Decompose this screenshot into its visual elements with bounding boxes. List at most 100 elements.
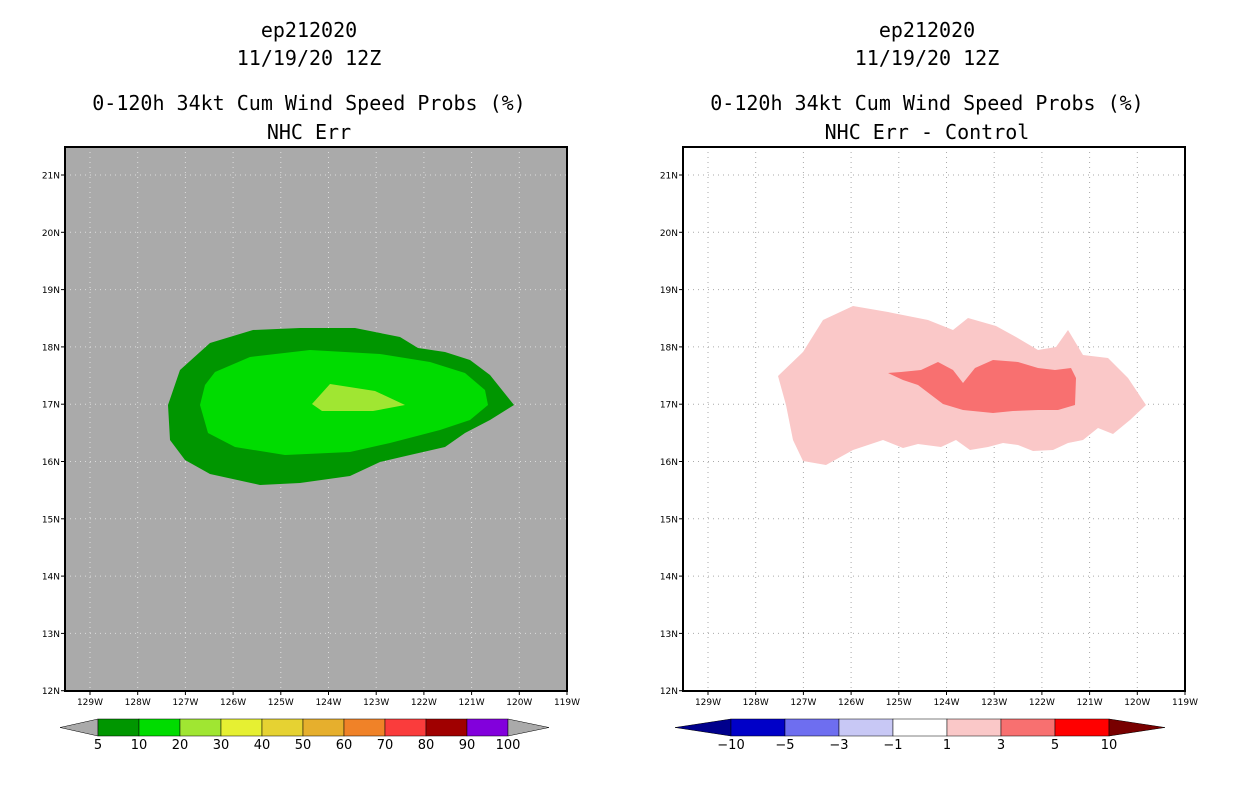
right-contour-3pct bbox=[888, 360, 1076, 413]
left-datetime: 11/19/20 12Z bbox=[236, 46, 382, 70]
left-longitude-labels: 129W 128W 127W 126W 125W 124W 123W 122W 121W 120W… bbox=[77, 698, 580, 708]
right-colorbar: −10 −5 −3 −1 1 3 5 10 bbox=[674, 718, 1166, 753]
lon-label: 123W bbox=[981, 698, 1007, 708]
left-contour-20pct bbox=[312, 384, 405, 411]
lat-label: 15N bbox=[660, 515, 678, 525]
colorbar-low-arrow bbox=[674, 718, 732, 737]
colorbar-swatch bbox=[466, 718, 509, 737]
colorbar-label: 60 bbox=[336, 738, 353, 753]
lat-label: 16N bbox=[660, 458, 678, 468]
lat-label: 14N bbox=[660, 573, 678, 583]
lat-label: 19N bbox=[660, 286, 678, 296]
colorbar-swatch bbox=[384, 718, 427, 737]
colorbar-swatch bbox=[1000, 718, 1056, 737]
lon-label: 120W bbox=[506, 698, 532, 708]
lat-label: 14N bbox=[42, 573, 60, 583]
lat-label: 15N bbox=[42, 515, 60, 525]
lat-label: 18N bbox=[660, 343, 678, 353]
colorbar-label: 5 bbox=[94, 738, 102, 753]
colorbar-swatch bbox=[1054, 718, 1110, 737]
colorbar-swatch bbox=[343, 718, 386, 737]
lon-label: 119W bbox=[554, 698, 580, 708]
lat-label: 13N bbox=[660, 630, 678, 640]
colorbar-label: 30 bbox=[213, 738, 230, 753]
right-product-title: 0-120h 34kt Cum Wind Speed Probs (%) bbox=[710, 91, 1144, 115]
colorbar-swatch bbox=[261, 718, 304, 737]
lat-label: 12N bbox=[42, 687, 60, 697]
left-map-frame bbox=[64, 146, 568, 692]
colorbar-label: 100 bbox=[496, 738, 521, 753]
lon-label: 126W bbox=[838, 698, 864, 708]
lon-label: 128W bbox=[125, 698, 151, 708]
lat-label: 16N bbox=[42, 458, 60, 468]
colorbar-swatch bbox=[179, 718, 222, 737]
colorbar-swatch bbox=[946, 718, 1002, 737]
lon-label: 125W bbox=[886, 698, 912, 708]
lon-label: 126W bbox=[220, 698, 246, 708]
lat-label: 20N bbox=[660, 229, 678, 239]
right-axis-ticks bbox=[679, 174, 1186, 695]
lon-label: 123W bbox=[363, 698, 389, 708]
colorbar-label: −10 bbox=[717, 738, 744, 753]
lat-label: 12N bbox=[660, 687, 678, 697]
colorbar-label: 40 bbox=[254, 738, 271, 753]
colorbar-high-arrow bbox=[1108, 718, 1166, 737]
lon-label: 124W bbox=[315, 698, 341, 708]
colorbar-label: 1 bbox=[943, 738, 951, 753]
colorbar-swatch bbox=[425, 718, 468, 737]
lon-label: 122W bbox=[411, 698, 437, 708]
colorbar-label: 10 bbox=[1101, 738, 1118, 753]
colorbar-label: 80 bbox=[418, 738, 435, 753]
right-map-frame bbox=[682, 146, 1186, 692]
lon-label: 125W bbox=[268, 698, 294, 708]
lon-label: 127W bbox=[790, 698, 816, 708]
left-product-title: 0-120h 34kt Cum Wind Speed Probs (%) bbox=[92, 91, 526, 115]
right-longitude-labels: 129W 128W 127W 126W 125W 124W 123W 122W 121W 120W… bbox=[695, 698, 1198, 708]
lat-label: 17N bbox=[42, 401, 60, 411]
lon-label: 129W bbox=[77, 698, 103, 708]
right-latitude-labels: 21N 20N 19N 18N 17N 16N 15N 14N 13N 12N bbox=[660, 172, 678, 698]
lat-label: 20N bbox=[42, 229, 60, 239]
colorbar-swatch bbox=[302, 718, 345, 737]
lat-label: 17N bbox=[660, 401, 678, 411]
lat-label: 21N bbox=[660, 172, 678, 182]
colorbar-swatch bbox=[784, 718, 840, 737]
left-axis-ticks bbox=[61, 174, 568, 695]
lon-label: 129W bbox=[695, 698, 721, 708]
lon-label: 119W bbox=[1172, 698, 1198, 708]
colorbar-swatch bbox=[138, 718, 181, 737]
left-subtitle: NHC Err bbox=[266, 120, 352, 144]
lon-label: 121W bbox=[1077, 698, 1103, 708]
colorbar-label: −3 bbox=[829, 738, 848, 753]
colorbar-high-arrow bbox=[507, 718, 550, 737]
lon-label: 124W bbox=[933, 698, 959, 708]
colorbar-swatch bbox=[838, 718, 894, 737]
lat-label: 18N bbox=[42, 343, 60, 353]
lon-label: 128W bbox=[743, 698, 769, 708]
colorbar-label: 50 bbox=[295, 738, 312, 753]
lon-label: 127W bbox=[172, 698, 198, 708]
right-storm-id: ep212020 bbox=[878, 18, 976, 42]
lon-label: 120W bbox=[1124, 698, 1150, 708]
left-latitude-labels: 21N 20N 19N 18N 17N 16N 15N 14N 13N 12N bbox=[42, 172, 60, 698]
lat-label: 13N bbox=[42, 630, 60, 640]
colorbar-label: −1 bbox=[883, 738, 902, 753]
colorbar-label: −5 bbox=[775, 738, 794, 753]
lat-label: 21N bbox=[42, 172, 60, 182]
colorbar-swatch bbox=[730, 718, 786, 737]
colorbar-label: 3 bbox=[997, 738, 1005, 753]
right-subtitle: NHC Err - Control bbox=[824, 120, 1030, 144]
colorbar-label: 10 bbox=[131, 738, 148, 753]
left-storm-id: ep212020 bbox=[260, 18, 358, 42]
colorbar-swatch bbox=[220, 718, 263, 737]
lat-label: 19N bbox=[42, 286, 60, 296]
colorbar-swatch bbox=[97, 718, 140, 737]
colorbar-label: 20 bbox=[172, 738, 189, 753]
left-colorbar: 5 10 20 30 40 50 60 70 80 90 100 bbox=[59, 718, 550, 753]
lon-label: 121W bbox=[459, 698, 485, 708]
right-map-panel: 21N 20N 19N 18N 17N 16N 15N 14N 13N 12N 129W 128W 1… bbox=[660, 146, 1198, 753]
colorbar-low-arrow bbox=[59, 718, 99, 737]
colorbar-label: 90 bbox=[459, 738, 476, 753]
colorbar-swatch bbox=[892, 718, 948, 737]
